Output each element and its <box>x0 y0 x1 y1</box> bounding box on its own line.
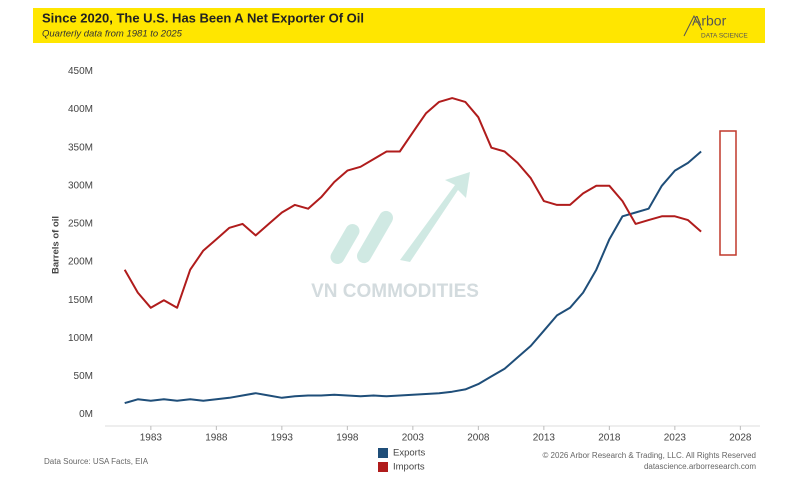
logo-mark <box>683 14 703 37</box>
website: datascience.arborresearch.com <box>644 462 756 471</box>
x-tick-label: 1993 <box>271 433 294 444</box>
title-bar <box>33 8 765 43</box>
y-tick-label: 150M <box>68 295 93 306</box>
y-tick-label: 400M <box>68 104 93 115</box>
x-tick-label: 1983 <box>140 433 163 444</box>
y-tick-label: 200M <box>68 257 93 268</box>
x-tick-label: 2003 <box>402 433 425 444</box>
source: Data Source: USA Facts, EIA <box>44 457 149 466</box>
x-tick-label: 2023 <box>664 433 687 444</box>
y-tick-label: 250M <box>68 219 93 230</box>
y-axis-label: Barrels of oil <box>51 216 62 274</box>
y-tick-label: 450M <box>68 66 93 77</box>
legend-label: Exports <box>393 448 425 459</box>
legend-label: Imports <box>393 462 425 473</box>
x-tick-label: 2028 <box>729 433 752 444</box>
logo: Arbor <box>692 13 727 29</box>
y-tick-label: 50M <box>74 371 93 382</box>
x-tick-label: 1988 <box>205 433 228 444</box>
series-line <box>123 97 702 309</box>
x-tick-label: 1998 <box>336 433 359 444</box>
series-line <box>124 150 702 405</box>
highlight-box <box>719 130 737 256</box>
y-tick-label: 100M <box>68 333 93 344</box>
y-tick-label: 0M <box>79 409 93 420</box>
x-tick-label: 2018 <box>598 433 621 444</box>
copyright: © 2026 Arbor Research & Trading, LLC. Al… <box>542 451 756 460</box>
legend-swatch <box>378 462 388 472</box>
x-tick-label: 2008 <box>467 433 490 444</box>
y-tick-label: 300M <box>68 180 93 191</box>
y-tick-label: 350M <box>68 142 93 153</box>
chart-subtitle: Quarterly data from 1981 to 2025 <box>42 29 183 40</box>
logo-sub: DATA SCIENCE <box>701 33 748 40</box>
watermark: VN COMMODITIES <box>311 281 479 302</box>
chart-title: Since 2020, The U.S. Has Been A Net Expo… <box>42 10 364 25</box>
x-tick-label: 2013 <box>533 433 556 444</box>
watermark-icon <box>330 172 470 264</box>
legend-swatch <box>378 448 388 458</box>
